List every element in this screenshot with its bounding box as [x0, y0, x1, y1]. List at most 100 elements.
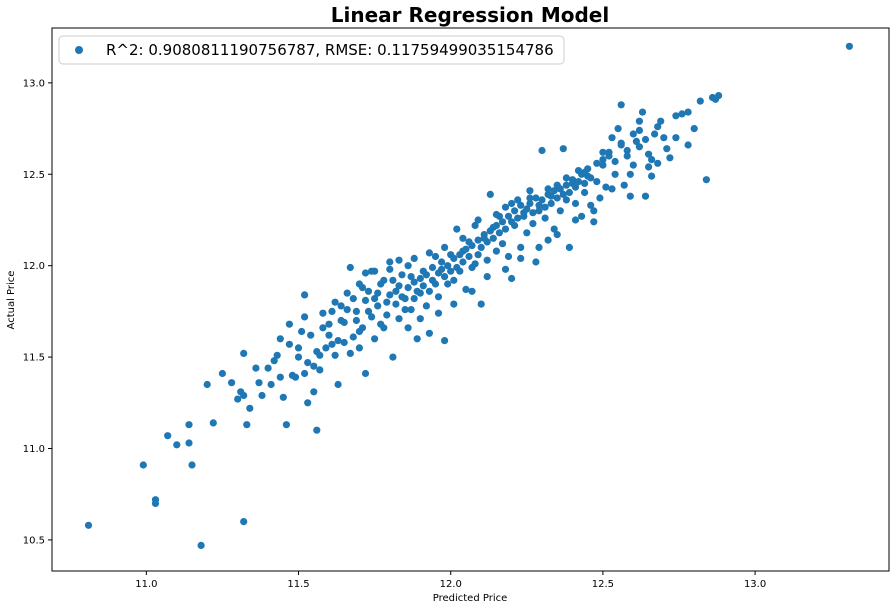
- data-point: [355, 327, 363, 336]
- data-point: [407, 306, 415, 314]
- data-point: [264, 364, 272, 372]
- data-point: [425, 329, 433, 337]
- data-point: [453, 263, 461, 272]
- data-point: [240, 518, 248, 526]
- data-point: [617, 139, 625, 147]
- data-point: [562, 174, 571, 182]
- data-point: [316, 366, 324, 374]
- data-point: [508, 218, 516, 226]
- data-point: [641, 192, 650, 200]
- data-point: [672, 134, 680, 142]
- data-point: [626, 170, 634, 178]
- data-point: [504, 252, 513, 261]
- y-tick-label: 11.0: [23, 444, 45, 455]
- data-point: [349, 295, 357, 303]
- data-point: [514, 196, 522, 204]
- data-point: [672, 112, 680, 120]
- data-point: [617, 101, 625, 109]
- data-point: [374, 302, 382, 310]
- data-point: [562, 181, 571, 189]
- data-point: [313, 426, 321, 434]
- data-point: [529, 209, 537, 217]
- data-point: [492, 210, 500, 219]
- data-point: [450, 276, 458, 284]
- data-point: [407, 273, 415, 281]
- data-point: [298, 327, 306, 336]
- data-point: [715, 92, 723, 100]
- data-point: [386, 258, 394, 266]
- data-point: [310, 388, 318, 396]
- data-point: [331, 298, 339, 306]
- data-point: [581, 188, 589, 197]
- y-tick-label: 12.0: [23, 261, 45, 272]
- data-point: [84, 521, 93, 529]
- data-point: [361, 296, 370, 304]
- data-point: [386, 291, 394, 299]
- data-point: [645, 150, 653, 158]
- data-point: [228, 379, 236, 387]
- data-point: [498, 218, 507, 226]
- data-point: [307, 331, 315, 339]
- data-point: [392, 287, 400, 295]
- data-point: [660, 134, 668, 142]
- data-point: [635, 126, 644, 134]
- x-tick-label: 11.0: [135, 579, 157, 590]
- data-point: [501, 225, 510, 233]
- data-point: [419, 282, 427, 290]
- data-point: [684, 108, 692, 116]
- x-tick-label: 13.0: [744, 579, 766, 590]
- data-point: [209, 419, 217, 427]
- data-point: [702, 176, 711, 184]
- data-point: [678, 110, 686, 118]
- data-point: [434, 269, 443, 277]
- data-point: [517, 254, 525, 262]
- data-point: [538, 196, 546, 204]
- data-point: [635, 117, 644, 125]
- data-point: [450, 254, 458, 262]
- data-point: [599, 156, 607, 164]
- data-point: [389, 276, 397, 284]
- data-point: [276, 373, 284, 381]
- data-point: [629, 130, 637, 138]
- data-point: [620, 181, 628, 189]
- data-point: [608, 134, 616, 142]
- data-point: [654, 159, 662, 167]
- data-point: [544, 185, 552, 193]
- data-point: [641, 135, 650, 144]
- data-point: [301, 313, 309, 321]
- plot-frame: [51, 27, 890, 572]
- x-tick-label: 12.0: [440, 579, 462, 590]
- data-point: [492, 247, 500, 255]
- legend-marker: [75, 46, 83, 54]
- data-point: [377, 280, 385, 288]
- data-point: [468, 242, 476, 250]
- data-point: [489, 234, 497, 242]
- data-point: [611, 157, 619, 166]
- data-point: [508, 274, 516, 283]
- data-point: [349, 333, 357, 341]
- data-point: [517, 243, 525, 251]
- data-point: [395, 315, 403, 323]
- data-point: [188, 461, 196, 469]
- x-tick-label: 12.5: [592, 579, 614, 590]
- y-axis-label: Actual Price: [6, 271, 17, 330]
- data-point: [456, 251, 464, 259]
- data-point: [541, 203, 549, 211]
- data-point: [358, 284, 367, 292]
- data-point: [593, 178, 601, 186]
- data-point: [526, 187, 534, 195]
- data-point: [434, 293, 443, 301]
- data-point: [529, 220, 537, 228]
- data-point: [447, 267, 455, 275]
- data-point: [383, 311, 391, 319]
- data-point: [313, 348, 321, 356]
- data-point: [151, 499, 160, 507]
- data-point: [346, 263, 354, 272]
- data-point: [663, 145, 671, 153]
- data-point: [690, 125, 698, 133]
- data-point: [605, 148, 613, 156]
- data-point: [340, 338, 348, 347]
- data-point: [474, 251, 482, 259]
- data-point: [535, 207, 543, 215]
